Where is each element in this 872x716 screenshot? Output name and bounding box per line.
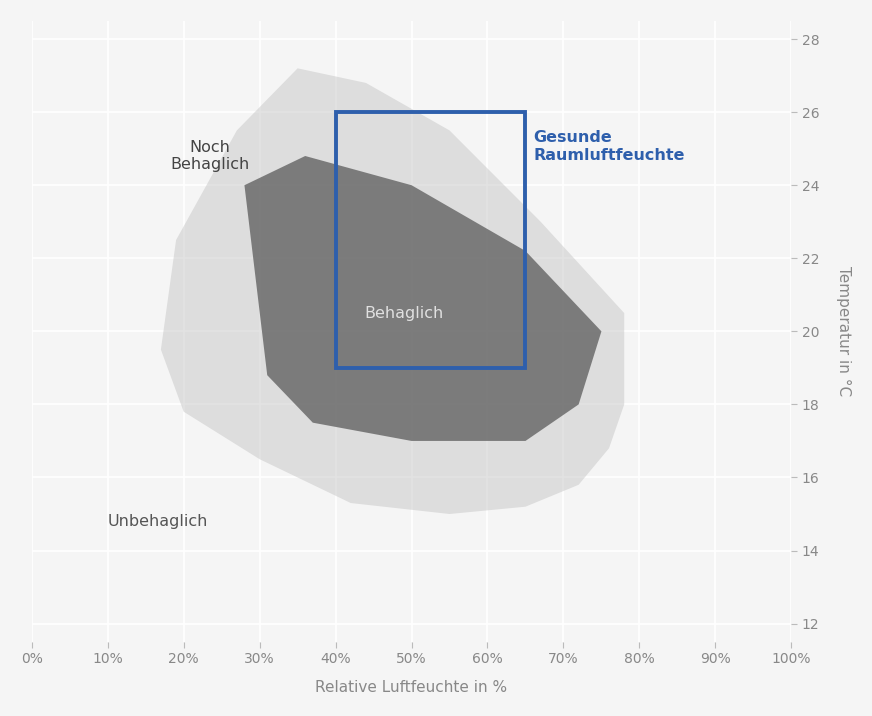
X-axis label: Relative Luftfeuchte in %: Relative Luftfeuchte in % [316, 680, 508, 695]
Text: Unbehaglich: Unbehaglich [108, 514, 208, 529]
Text: Gesunde
Raumluftfeuchte: Gesunde Raumluftfeuchte [533, 130, 685, 163]
Bar [336, 112, 526, 368]
Y-axis label: Temperatur in °C: Temperatur in °C [836, 266, 851, 397]
Text: Noch
Behaglich: Noch Behaglich [171, 140, 250, 173]
Polygon shape [161, 68, 624, 514]
Text: Behaglich: Behaglich [364, 306, 444, 321]
Polygon shape [244, 156, 602, 441]
